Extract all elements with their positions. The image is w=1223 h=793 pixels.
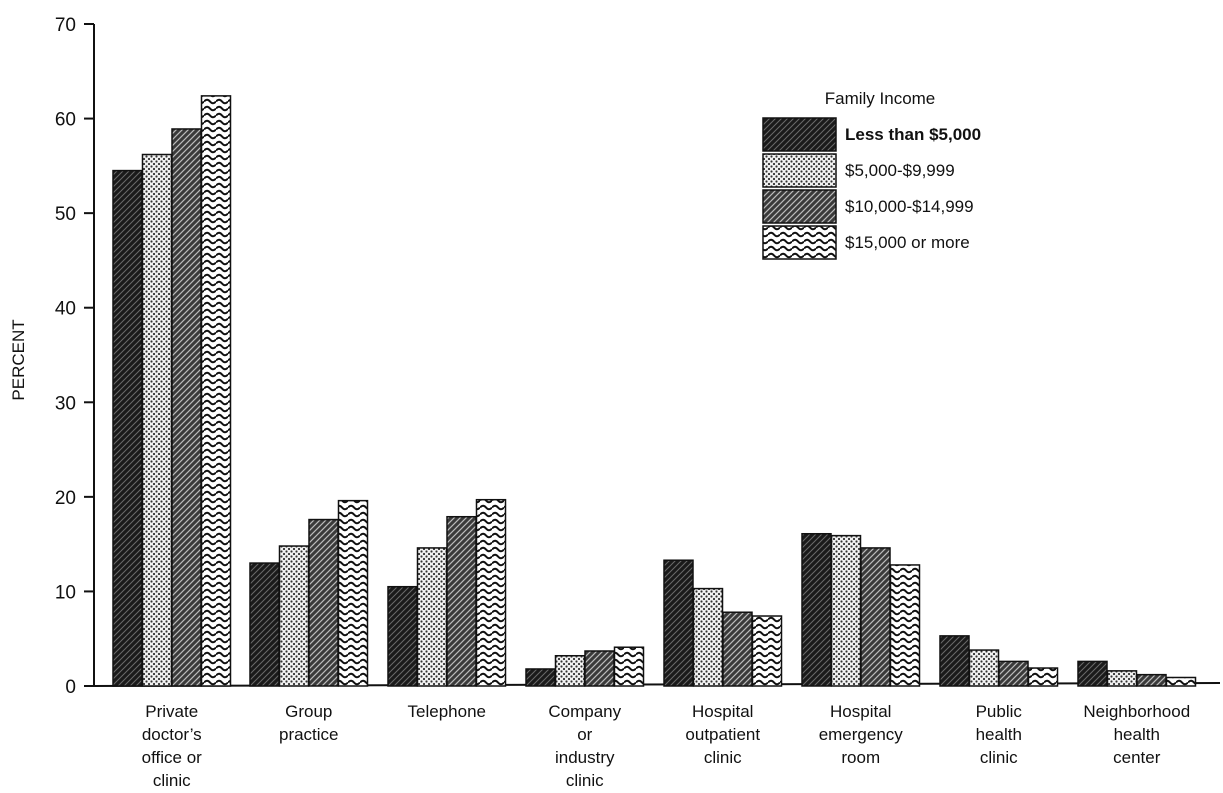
bar	[525, 668, 556, 687]
bar	[830, 534, 862, 687]
y-axis-title: PERCENT	[9, 319, 28, 400]
category-label-line: Neighborhood	[1083, 702, 1190, 721]
bars	[112, 95, 1197, 687]
y-tick-label: 50	[55, 204, 76, 225]
category-label-line: health	[976, 725, 1022, 744]
category-label-line: industry	[555, 748, 615, 767]
legend-swatch	[762, 189, 837, 224]
category-label: Company or industry clinic	[548, 702, 621, 790]
category-label: Hospital emergency room	[819, 702, 904, 767]
category-label-line: outpatient	[685, 725, 760, 744]
y-tick-label: 30	[55, 393, 76, 414]
legend-swatch	[762, 225, 837, 260]
bar	[554, 654, 586, 687]
bar	[249, 562, 280, 687]
legend: Family Income Less than $5,000 $5,000-$9,9…	[762, 89, 981, 260]
bar	[1165, 676, 1197, 687]
category-label: Telephone	[408, 702, 486, 721]
legend-label: $10,000-$14,999	[845, 197, 974, 216]
bar	[889, 564, 921, 687]
legend-label: Less than $5,000	[845, 125, 981, 144]
bar	[475, 498, 507, 687]
bar	[200, 95, 232, 687]
category-label-line: center	[1113, 748, 1161, 767]
bar	[860, 547, 891, 687]
category-label-line: Public	[976, 702, 1023, 721]
category-label-line: doctor’s	[142, 725, 202, 744]
legend-label: $5,000-$9,999	[845, 161, 955, 180]
category-labels: Private doctor’s office or clinic Group pract…	[142, 702, 1190, 790]
y-tick-label: 0	[65, 677, 76, 698]
bar	[1106, 670, 1138, 687]
category-label: Hospital outpatient clinic	[685, 702, 760, 767]
y-axis: 0 10 20 30 40 50 60 70	[55, 15, 95, 698]
bar	[722, 611, 753, 687]
category-label-line: Group	[285, 702, 332, 721]
category-label: Public health clinic	[976, 702, 1023, 767]
bar	[308, 518, 339, 687]
category-label-line: clinic	[980, 748, 1018, 767]
bar	[663, 559, 694, 687]
bar	[387, 585, 418, 687]
category-label-line: Hospital	[830, 702, 891, 721]
category-label-line: practice	[279, 725, 339, 744]
bar	[1136, 673, 1167, 687]
category-label: Neighborhood health center	[1083, 702, 1190, 767]
bar	[1077, 660, 1108, 687]
bar	[446, 515, 477, 687]
bar	[751, 615, 783, 687]
y-tick-label: 20	[55, 488, 76, 509]
bar	[1027, 667, 1059, 687]
category-label: Private doctor’s office or clinic	[142, 702, 203, 790]
category-label-line: Telephone	[408, 702, 486, 721]
legend-swatch	[762, 117, 837, 152]
category-label-line: clinic	[153, 771, 191, 790]
bar	[171, 128, 202, 687]
legend-label: $15,000 or more	[845, 233, 970, 252]
bar	[141, 153, 173, 687]
category-label-line: emergency	[819, 725, 904, 744]
y-tick-label: 10	[55, 582, 76, 603]
category-label-line: Hospital	[692, 702, 753, 721]
bar	[112, 169, 143, 687]
category-label-line: clinic	[704, 748, 742, 767]
category-label-line: or	[577, 725, 592, 744]
category-label-line: Company	[548, 702, 621, 721]
category-label-line: room	[841, 748, 880, 767]
bar	[998, 660, 1029, 687]
category-label-line: health	[1114, 725, 1160, 744]
category-label: Group practice	[279, 702, 339, 744]
legend-swatch	[762, 153, 837, 188]
category-label-line: office or	[142, 748, 203, 767]
bar	[801, 532, 832, 687]
bar	[584, 650, 615, 687]
bar	[692, 587, 724, 687]
category-label-line: clinic	[566, 771, 604, 790]
bar	[939, 635, 970, 687]
y-tick-label: 60	[55, 110, 76, 131]
bar	[968, 649, 1000, 687]
legend-title: Family Income	[825, 89, 936, 108]
bar	[337, 499, 369, 687]
bar	[416, 547, 448, 687]
y-tick-label: 40	[55, 299, 76, 320]
y-tick-label: 70	[55, 15, 76, 36]
bar	[278, 545, 310, 687]
category-label-line: Private	[145, 702, 198, 721]
bar	[613, 646, 645, 687]
